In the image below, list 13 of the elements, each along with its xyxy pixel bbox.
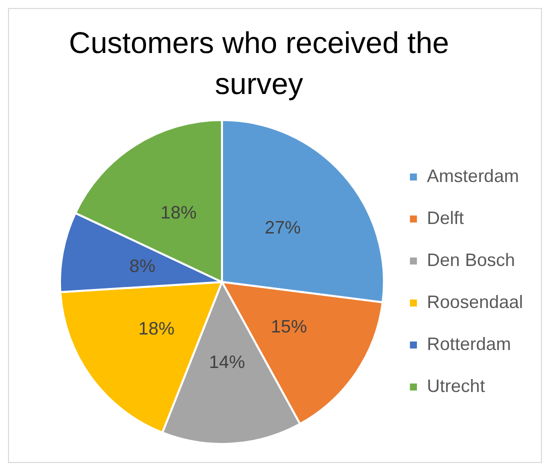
data-label: 18%	[160, 202, 197, 223]
legend-label: Delft	[426, 208, 464, 228]
data-label: 27%	[264, 217, 301, 238]
legend-label: Amsterdam	[426, 166, 519, 186]
data-label: 14%	[209, 352, 246, 372]
legend-label: Utrecht	[426, 376, 485, 396]
chart-title: Customers who received the survey	[68, 26, 450, 103]
data-label: 15%	[270, 316, 307, 336]
data-label: 8%	[129, 256, 156, 276]
legend-label: Roosendaal	[426, 292, 524, 312]
legend-label: Den Bosch	[426, 250, 515, 270]
data-label: 18%	[138, 318, 174, 339]
legend-label: Rotterdam	[426, 334, 511, 354]
